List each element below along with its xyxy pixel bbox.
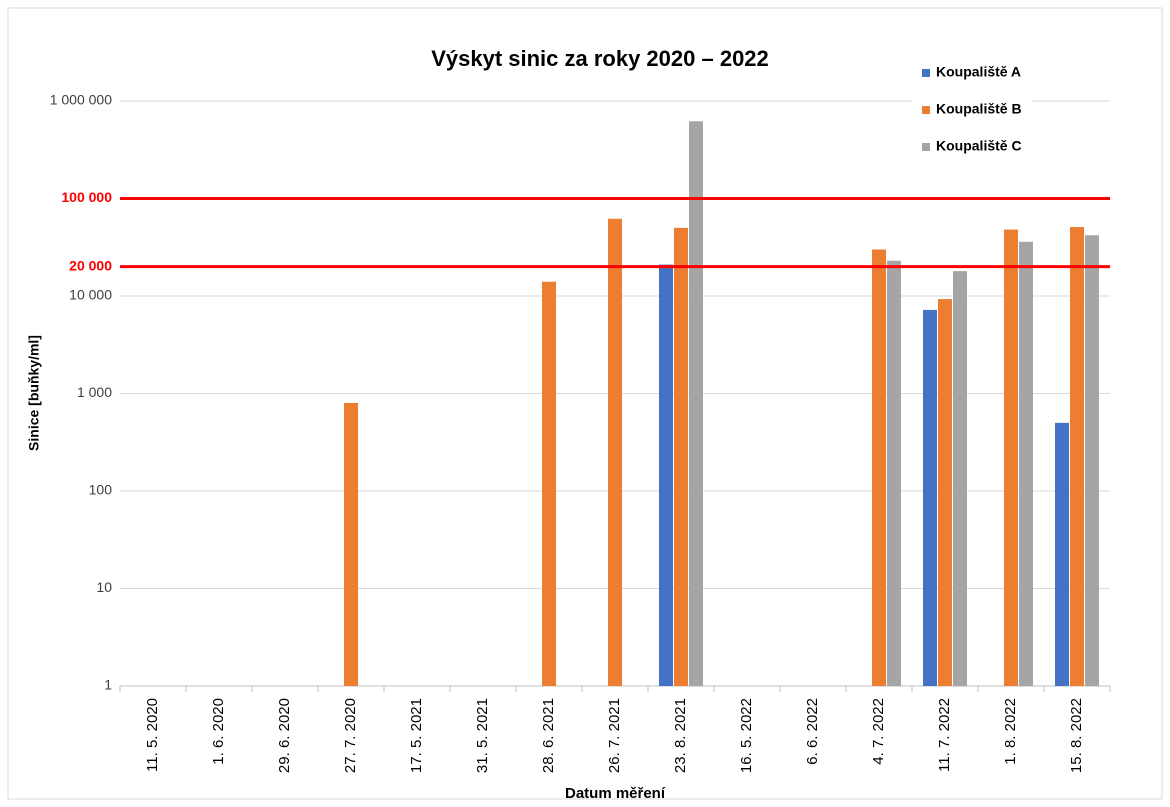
x-tick-label: 11. 5. 2020	[144, 698, 161, 772]
bar	[923, 309, 937, 686]
bar	[1085, 235, 1099, 686]
y-tick-label: 100	[89, 482, 113, 498]
legend-swatch	[922, 143, 930, 151]
threshold-label: 20 000	[69, 257, 112, 273]
bar	[344, 402, 358, 686]
x-tick-label: 31. 5. 2021	[474, 698, 491, 773]
bar	[887, 260, 901, 686]
x-axis-title: Datum měření	[565, 785, 666, 802]
x-tick-label: 23. 8. 2021	[672, 698, 689, 773]
bar	[1004, 229, 1018, 686]
chart-title: Výskyt sinic za roky 2020 – 2022	[431, 46, 769, 71]
x-tick-label: 6. 6. 2022	[804, 698, 821, 765]
x-tick-label: 15. 8. 2022	[1068, 698, 1085, 773]
bar	[938, 299, 952, 686]
bar	[1055, 422, 1069, 686]
legend-swatch	[922, 106, 930, 114]
x-tick-label: 27. 7. 2020	[342, 698, 359, 773]
legend-swatch	[922, 69, 930, 77]
threshold-label: 100 000	[61, 189, 112, 205]
bar	[953, 271, 967, 686]
y-tick-label: 1 000 000	[50, 92, 112, 108]
legend-label: Koupaliště B	[936, 101, 1022, 117]
x-tick-label: 1. 6. 2020	[210, 698, 227, 765]
x-tick-label: 4. 7. 2022	[870, 698, 887, 765]
bar	[1019, 241, 1033, 687]
y-tick-label: 10	[96, 579, 112, 595]
bar	[1070, 227, 1084, 686]
x-tick-label: 28. 6. 2021	[540, 698, 557, 773]
x-tick-label: 11. 7. 2022	[936, 698, 953, 772]
bar	[674, 227, 688, 687]
y-tick-label: 10 000	[69, 287, 112, 303]
bar	[608, 218, 622, 686]
bar	[689, 121, 703, 686]
legend-background	[912, 60, 1032, 165]
x-tick-label: 17. 5. 2021	[408, 698, 425, 773]
legend-label: Koupaliště A	[936, 64, 1021, 80]
y-axis-title: Sinice [buňky/ml]	[26, 335, 42, 451]
legend-label: Koupaliště C	[936, 138, 1022, 154]
bar	[659, 264, 673, 686]
x-tick-label: 26. 7. 2021	[606, 698, 623, 773]
x-tick-label: 1. 8. 2022	[1002, 698, 1019, 765]
x-tick-label: 16. 5. 2022	[738, 698, 755, 773]
y-tick-label: 1 000	[77, 384, 112, 400]
bar	[872, 249, 886, 686]
x-tick-label: 29. 6. 2020	[276, 698, 293, 773]
y-tick-label: 1	[104, 677, 112, 693]
bar	[542, 281, 556, 686]
